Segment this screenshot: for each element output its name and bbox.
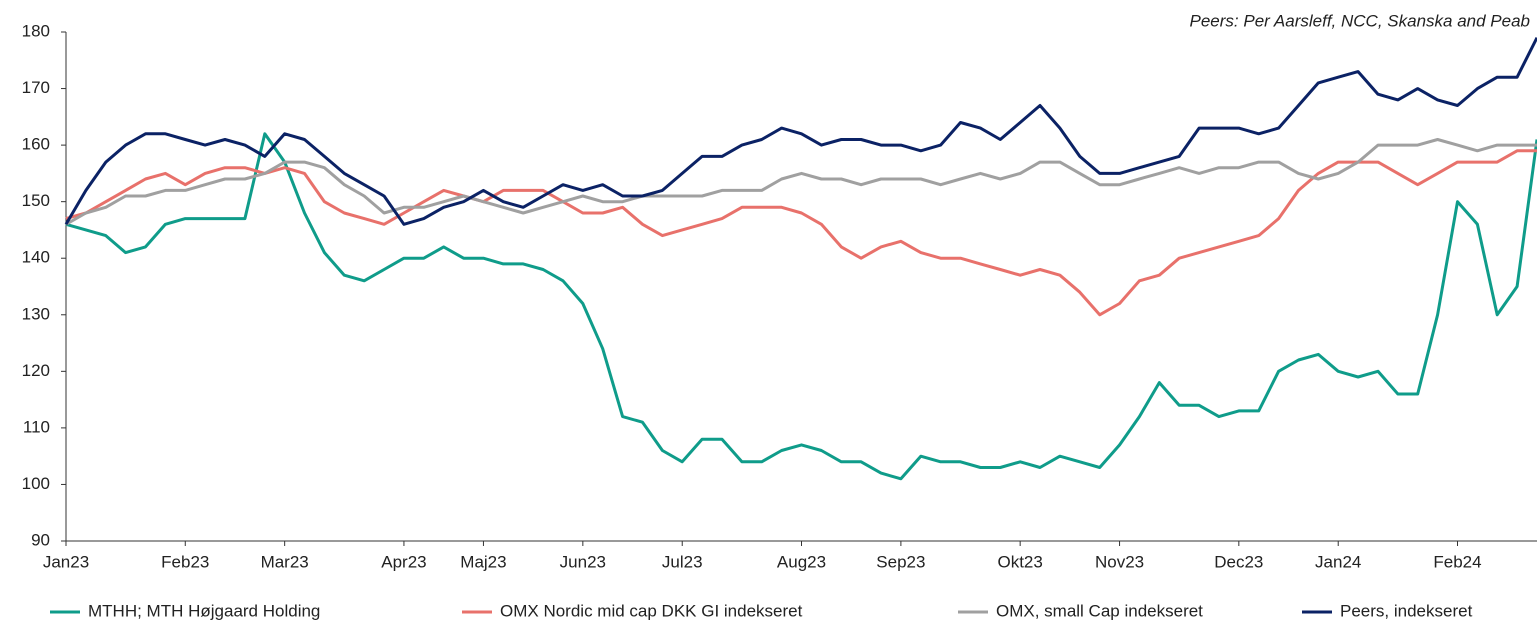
annotation: Peers: Per Aarsleff, NCC, Skanska and Pe… bbox=[1190, 11, 1530, 30]
x-tick-label: Feb24 bbox=[1433, 552, 1481, 571]
legend-label: OMX Nordic mid cap DKK GI indekseret bbox=[500, 601, 803, 620]
x-tick-label: Jan24 bbox=[1315, 552, 1361, 571]
y-tick-label: 160 bbox=[22, 135, 50, 154]
series-line bbox=[65, 132, 1537, 481]
legend-label: Peers, indekseret bbox=[1340, 601, 1473, 620]
y-tick-label: 140 bbox=[22, 248, 50, 267]
legend-label: OMX, small Cap indekseret bbox=[996, 601, 1203, 620]
x-tick-label: Maj23 bbox=[460, 552, 506, 571]
legend-label: MTHH; MTH Højgaard Holding bbox=[88, 601, 320, 620]
y-tick-label: 110 bbox=[23, 417, 50, 436]
y-tick-label: 130 bbox=[22, 304, 50, 323]
y-tick-label: 100 bbox=[22, 474, 50, 493]
x-tick-label: Mar23 bbox=[261, 552, 309, 571]
series-line bbox=[64, 37, 1537, 226]
x-tick-label: Feb23 bbox=[161, 552, 209, 571]
y-tick-label: 150 bbox=[22, 191, 50, 210]
x-tick-label: Sep23 bbox=[876, 552, 925, 571]
y-tick-label: 90 bbox=[31, 530, 50, 549]
series-line bbox=[65, 149, 1537, 317]
x-tick-label: Aug23 bbox=[777, 552, 826, 571]
x-tick-label: Jul23 bbox=[662, 552, 703, 571]
x-tick-label: Nov23 bbox=[1095, 552, 1144, 571]
series-line bbox=[65, 138, 1537, 226]
x-tick-label: Apr23 bbox=[381, 552, 426, 571]
x-tick-label: Jun23 bbox=[560, 552, 606, 571]
y-tick-label: 170 bbox=[22, 78, 50, 97]
x-tick-label: Okt23 bbox=[997, 552, 1042, 571]
x-tick-label: Dec23 bbox=[1214, 552, 1263, 571]
y-tick-label: 180 bbox=[22, 21, 50, 40]
x-tick-label: Jan23 bbox=[43, 552, 89, 571]
y-tick-label: 120 bbox=[22, 361, 50, 380]
